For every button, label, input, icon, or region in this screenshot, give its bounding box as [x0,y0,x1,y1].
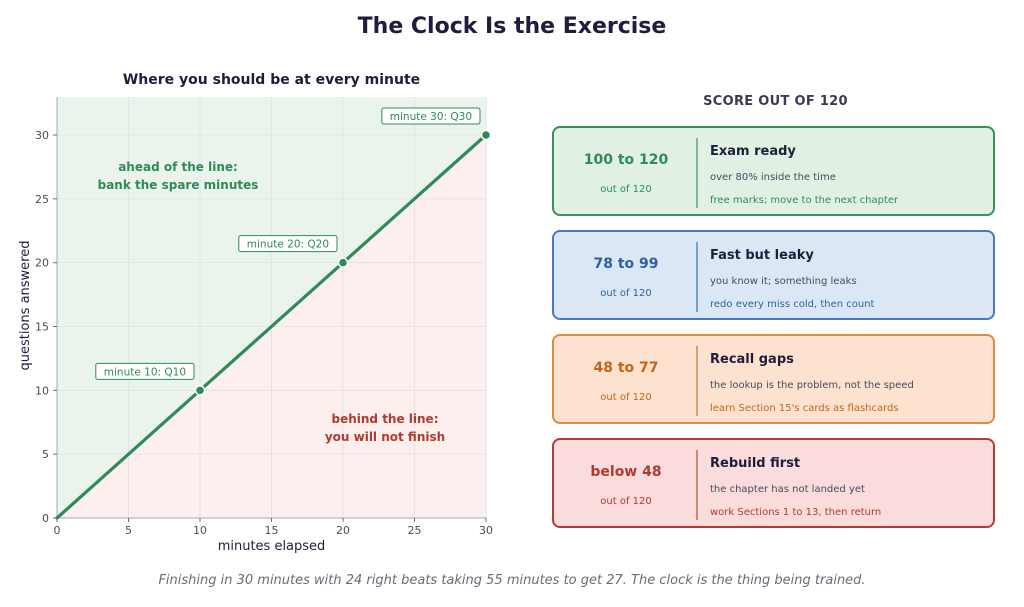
band-range: 78 to 99 [593,256,659,272]
page-title: The Clock Is the Exercise [357,14,667,39]
y-tick-label: 25 [35,193,49,206]
y-tick-label: 20 [35,257,49,270]
x-axis-label: minutes elapsed [218,539,326,554]
marker-label: minute 30: Q30 [390,111,472,123]
x-tick-label: 0 [54,524,61,537]
band-action: learn Section 15's cards as flashcards [710,403,899,414]
x-tick-label: 15 [265,524,279,537]
band-description: you know it; something leaks [710,276,857,287]
score-heading: SCORE OUT OF 120 [703,94,848,109]
band-out-of: out of 120 [600,184,652,195]
band-description: the lookup is the problem, not the speed [710,380,914,391]
chart-title: Where you should be at every minute [123,72,420,88]
score-band-exam-ready: 100 to 120 out of 120 Exam ready over 80… [552,126,995,216]
x-tick-label: 10 [193,524,207,537]
band-action: free marks; move to the next chapter [710,195,899,206]
y-tick-label: 30 [35,129,49,142]
marker-label-box [238,235,338,253]
band-divider [696,450,698,520]
x-tick-label: 20 [336,524,350,537]
x-tick-label: 5 [125,524,132,537]
band-divider [696,346,698,416]
pace-chart: 0 5 10 15 20 25 30 0 5 10 15 20 25 30 Where you should… [18,72,493,554]
band-divider [696,138,698,208]
pace-marker [480,129,492,141]
marker-label: minute 20: Q20 [247,239,329,251]
band-action: work Sections 1 to 13, then return [710,507,882,518]
band-verdict: Recall gaps [710,352,794,367]
band-verdict: Exam ready [710,144,796,159]
footer-note: Finishing in 30 minutes with 24 right be… [158,573,866,588]
band-verdict: Rebuild first [710,456,801,471]
band-out-of: out of 120 [600,392,652,403]
score-band-recall-gaps: 48 to 77 out of 120 Recall gaps the look… [552,334,995,424]
y-tick-label: 0 [42,512,49,525]
y-axis-label: questions answered [18,241,33,371]
behind-annotation: you will not finish [325,430,445,444]
ahead-annotation: bank the spare minutes [98,178,259,192]
pace-marker [194,385,206,396]
band-description: over 80% inside the time [710,172,836,183]
y-tick-label: 10 [35,384,49,397]
band-verdict: Fast but leaky [710,248,814,263]
pace-marker [337,257,349,268]
band-range: 48 to 77 [593,360,659,376]
ahead-annotation: ahead of the line: [118,160,238,174]
y-tick-label: 5 [42,448,49,461]
marker-label-box [95,362,195,380]
band-divider [696,242,698,312]
band-description: the chapter has not landed yet [710,484,865,495]
band-range: 100 to 120 [583,152,669,168]
band-out-of: out of 120 [600,288,652,299]
band-range: below 48 [590,464,662,480]
score-band-fast-but-leaky: 78 to 99 out of 120 Fast but leaky you k… [552,230,995,320]
pace-line [55,133,488,520]
score-band-rebuild-first: below 48 out of 120 Rebuild first the ch… [552,438,995,528]
behind-annotation: behind the line: [332,412,439,426]
band-out-of: out of 120 [600,496,652,507]
x-tick-label: 25 [408,524,422,537]
marker-label: minute 10: Q10 [104,366,186,378]
marker-label-box [381,107,481,125]
band-action: redo every miss cold, then count [710,299,875,310]
x-tick-label: 30 [479,524,493,537]
y-tick-label: 15 [35,321,49,334]
